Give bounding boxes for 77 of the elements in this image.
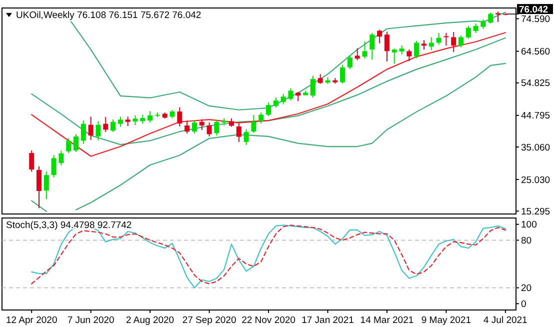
candlestick: [199, 118, 204, 130]
candlestick: [177, 106, 182, 127]
candlestick: [458, 35, 464, 48]
candlestick: [206, 122, 212, 137]
candlestick: [466, 25, 471, 39]
x-tick-label: 14 Mar 2021: [360, 315, 414, 326]
candlestick: [192, 120, 197, 134]
candlestick: [103, 116, 108, 132]
y-tick-label: 54.825: [521, 78, 550, 90]
x-tick-label: 7 Jun 2020: [67, 315, 114, 326]
candlestick: [140, 114, 146, 124]
x-tick-label: 4 Jul 2021: [484, 315, 528, 326]
candlestick: [451, 32, 456, 53]
y-tick-label: 25.030: [521, 174, 550, 186]
candlestick: [362, 40, 368, 60]
candlestick: [318, 74, 323, 84]
candlestick: [392, 48, 397, 64]
candlestick: [58, 150, 64, 166]
y-tick-label: 80: [521, 236, 532, 247]
candlestick: [244, 128, 249, 146]
x-tick-label: 2 Aug 2020: [126, 315, 174, 326]
x-tick-label: 27 Sep 2020: [182, 315, 236, 326]
annotation: 76.042: [519, 4, 548, 16]
candlestick: [436, 32, 442, 46]
y-tick-label: 0: [521, 298, 526, 310]
candlestick: [296, 92, 301, 102]
candlestick: [414, 40, 420, 59]
candlestick: [280, 93, 286, 105]
y-tick-label: 15.295: [521, 206, 550, 218]
x-tick-label: 9 May 2021: [421, 315, 472, 326]
candlestick: [310, 75, 316, 98]
candlestick: [80, 120, 86, 144]
candlestick: [444, 32, 449, 46]
x-tick-label: 22 Nov 2020: [242, 315, 296, 326]
candlestick: [480, 18, 486, 30]
candlestick: [377, 29, 382, 44]
candlestick: [251, 114, 256, 134]
candlestick: [496, 11, 501, 22]
candlestick: [132, 114, 138, 126]
candlestick: [354, 48, 360, 61]
candlestick: [118, 116, 123, 128]
candlestick: [66, 138, 72, 154]
y-tick-label: 20: [521, 283, 532, 294]
candlestick: [473, 23, 478, 34]
y-tick-label: 74.590: [521, 14, 550, 26]
x-tick-label: 17 Jan 2021: [302, 315, 354, 326]
candlestick: [258, 112, 264, 124]
candlestick: [370, 32, 375, 60]
candlestick: [347, 54, 352, 70]
candlestick: [273, 97, 278, 108]
candlestick: [96, 120, 101, 141]
candlestick: [488, 12, 494, 24]
candlestick: [51, 154, 56, 178]
x-tick-label: 12 Apr 2020: [6, 315, 58, 326]
candlestick: [184, 120, 190, 134]
candlestick: [384, 31, 390, 62]
candlestick: [29, 150, 34, 172]
candlestick: [36, 166, 42, 209]
y-tick-label: 35.060: [521, 142, 550, 154]
y-tick-label: 100: [521, 220, 537, 231]
candlestick: [88, 116, 94, 141]
y-tick-label: 44.795: [521, 110, 550, 122]
candlestick: [236, 122, 242, 142]
y-tick-label: 64.560: [521, 46, 550, 58]
candlestick: [74, 134, 79, 153]
candlestick: [340, 64, 346, 84]
candlestick: [266, 102, 272, 117]
candlestick: [125, 116, 130, 127]
candlestick: [214, 120, 220, 136]
chart-title: UKOil,Weekly 76.108 76.151 75.672 76.042: [16, 10, 202, 21]
candlestick: [288, 88, 294, 101]
candlestick: [421, 40, 426, 50]
candlestick: [44, 171, 49, 200]
candlestick: [148, 110, 153, 124]
candlestick: [428, 36, 434, 51]
candlestick: [406, 49, 412, 62]
candlestick: [110, 119, 116, 132]
